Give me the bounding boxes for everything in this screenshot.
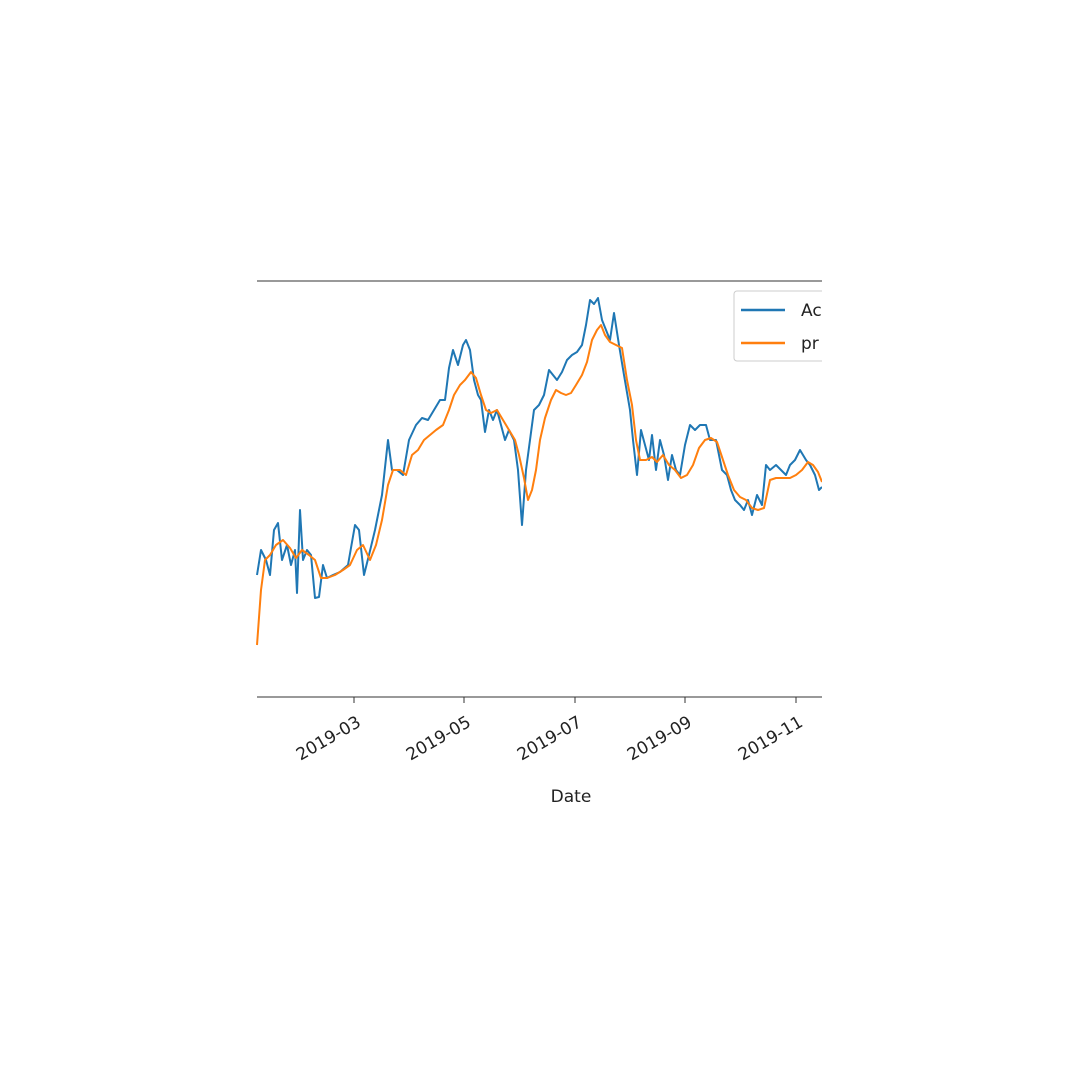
x-tick-label: 2019-07	[514, 712, 586, 765]
x-tick-label: 2019-09	[624, 712, 696, 765]
plot-area	[257, 281, 822, 697]
legend-label: pr	[801, 334, 819, 354]
series-line	[256, 324, 822, 646]
x-tick-label: 2019-05	[403, 712, 475, 765]
chart-area: Date 2019-03 2019-05 2019-07 2019-09 2019-11…	[256, 280, 822, 807]
x-axis-label: Date	[551, 787, 592, 807]
legend-box	[733, 290, 822, 362]
x-tick-label: 2019-03	[293, 712, 365, 765]
x-tick-label: 2019-11	[735, 712, 807, 765]
legend-label: Ac	[801, 301, 822, 321]
